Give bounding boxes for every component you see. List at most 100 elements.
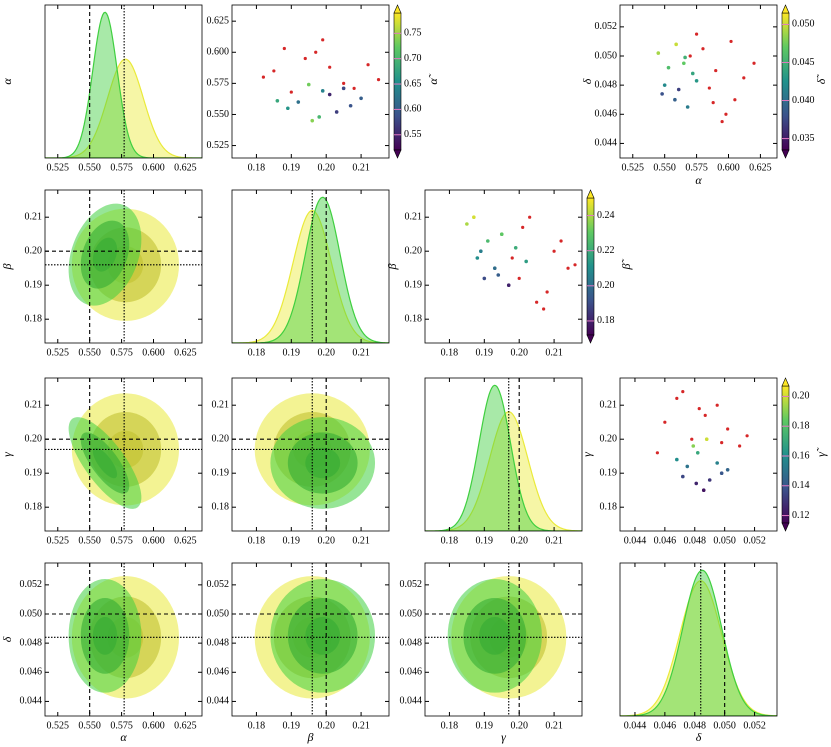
x-tick-label: 0.19 <box>476 720 494 731</box>
x-tick-label: 0.575 <box>685 162 708 173</box>
x-tick-label: 0.550 <box>78 720 101 731</box>
scatter-point <box>681 474 685 479</box>
scatter-point <box>660 92 664 96</box>
scatter-point <box>513 246 518 250</box>
x-tick-label: 0.20 <box>317 162 335 173</box>
x-tick-label: 0.525 <box>622 162 645 173</box>
scatter-point <box>682 61 686 66</box>
y-tick-label: 0.044 <box>207 696 230 707</box>
scatter-point <box>674 42 678 47</box>
axis-label: δ <box>580 78 594 84</box>
scatter-point <box>486 239 490 243</box>
axis-label: δ <box>0 636 14 642</box>
scatter-point <box>715 403 719 407</box>
panel-frame <box>231 562 390 717</box>
scatter-point <box>496 273 501 277</box>
x-tick-label: 0.21 <box>545 535 563 546</box>
scatter-point <box>673 97 677 102</box>
y-tick-label: 0.20 <box>25 433 43 444</box>
y-tick-label: 0.048 <box>595 79 618 90</box>
scatter-point <box>729 39 733 44</box>
x-tick-label: 0.19 <box>476 535 494 546</box>
x-tick-label: 0.050 <box>713 535 736 546</box>
scatter-point <box>286 106 290 111</box>
contour-shade <box>92 616 118 655</box>
scatter-point <box>499 232 504 236</box>
x-tick-label: 0.052 <box>743 535 766 546</box>
scatter-point <box>359 96 363 101</box>
colorbar-tick-label: 0.20 <box>597 280 615 291</box>
y-tick-label: 0.19 <box>25 279 43 290</box>
scatter-point <box>524 259 528 264</box>
scatter-point <box>685 464 690 469</box>
colorbar-tick-label: 0.045 <box>792 57 815 68</box>
scatter-point <box>688 54 692 58</box>
scatter-point <box>282 46 286 51</box>
colorbar-tick-label: 0.60 <box>404 104 422 115</box>
y-tick-label: 0.525 <box>207 140 230 151</box>
scatter-point <box>310 118 315 123</box>
axis-label: β <box>385 263 399 270</box>
y-tick-label: 0.20 <box>600 433 618 444</box>
y-tick-label: 0.18 <box>25 313 43 324</box>
scatter-point <box>314 50 318 54</box>
contour-shade <box>305 616 341 655</box>
scatter-point <box>694 481 699 486</box>
panel <box>655 390 749 493</box>
scatter-point <box>542 307 546 311</box>
colorbar-tick-label: 0.040 <box>792 95 815 106</box>
x-tick-label: 0.600 <box>142 720 165 731</box>
axis-label: δ̃ <box>814 74 828 85</box>
scatter-point <box>738 444 742 448</box>
scatter-point <box>697 407 701 411</box>
axis-label: β <box>0 263 14 270</box>
y-tick-label: 0.052 <box>400 579 423 590</box>
panel <box>232 196 389 343</box>
x-tick-label: 0.575 <box>110 347 133 358</box>
marginal-density <box>45 58 202 158</box>
x-tick-label: 0.550 <box>653 162 676 173</box>
y-tick-label: 0.046 <box>400 667 423 678</box>
x-tick-label: 0.052 <box>743 720 766 731</box>
scatter-point <box>662 83 667 87</box>
scatter-point <box>482 276 487 281</box>
x-tick-label: 0.21 <box>352 162 370 173</box>
x-tick-label: 0.18 <box>441 720 459 731</box>
colorbar <box>586 197 595 336</box>
x-tick-label: 0.19 <box>283 162 301 173</box>
x-tick-label: 0.18 <box>248 347 266 358</box>
scatter-point <box>328 65 332 69</box>
scatter-point <box>707 86 711 90</box>
y-tick-label: 0.19 <box>212 467 230 478</box>
x-tick-label: 0.18 <box>441 347 459 358</box>
y-tick-label: 0.21 <box>25 211 43 222</box>
x-tick-label: 0.625 <box>174 720 197 731</box>
scatter-point <box>720 441 724 445</box>
y-tick-label: 0.19 <box>25 467 43 478</box>
y-tick-label: 0.046 <box>207 667 230 678</box>
scatter-point <box>552 249 556 253</box>
panel-frame <box>231 189 390 344</box>
scatter-point <box>317 115 322 119</box>
scatter-point <box>528 215 532 219</box>
y-tick-label: 0.046 <box>20 667 43 678</box>
scatter-point <box>272 69 276 73</box>
scatter-point <box>663 420 667 424</box>
scatter-point <box>261 75 265 79</box>
colorbar-extend <box>393 149 402 159</box>
scatter-point <box>535 300 539 304</box>
panel <box>45 11 202 158</box>
contour <box>305 616 341 655</box>
y-tick-label: 0.050 <box>400 608 423 619</box>
x-tick-label: 0.600 <box>142 162 165 173</box>
axis-label: α <box>0 78 14 85</box>
x-tick-label: 0.21 <box>545 347 563 358</box>
colorbar-extend <box>781 149 790 159</box>
scatter-point <box>711 101 715 105</box>
scatter-point <box>720 119 724 124</box>
scatter-point <box>714 68 718 73</box>
scatter-point <box>685 105 690 109</box>
y-tick-label: 0.550 <box>207 109 230 120</box>
panel <box>656 32 756 124</box>
x-tick-label: 0.18 <box>248 535 266 546</box>
